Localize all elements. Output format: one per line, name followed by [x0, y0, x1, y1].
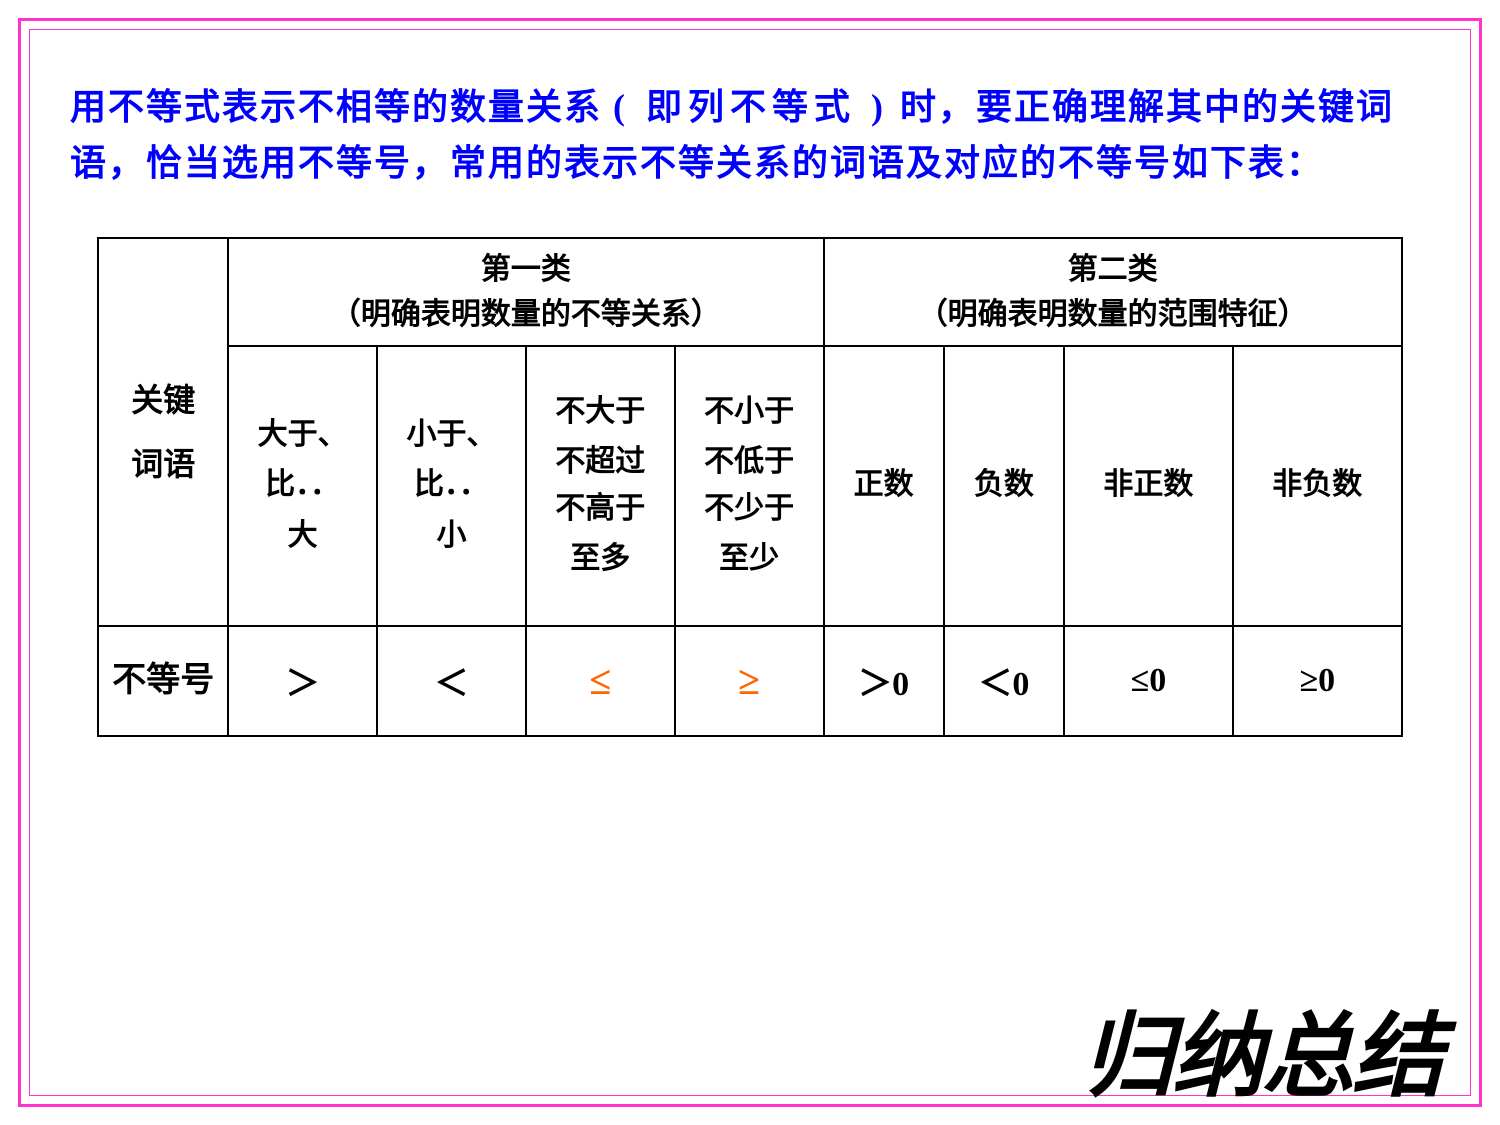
header-row: 关键 词语 第一类 （明确表明数量的不等关系） 第二类 （明确表明数量的范围特征…: [98, 238, 1402, 346]
kw-cell-6: 负数: [944, 346, 1064, 626]
kw-cell-8: 非负数: [1233, 346, 1402, 626]
intro-paragraph: 用不等式表示不相等的数量关系 ( 即列不等式 ) 时，要正确理解其中的关键词语，…: [70, 80, 1430, 192]
category2-header: 第二类 （明确表明数量的范围特征）: [824, 238, 1402, 346]
sym-cell-2: ＜: [377, 626, 526, 736]
row-header-keywords: 关键 词语: [98, 238, 228, 626]
outer-frame: 用不等式表示不相等的数量关系 ( 即列不等式 ) 时，要正确理解其中的关键词语，…: [18, 18, 1482, 1107]
rh1-l1: 关键: [131, 382, 195, 418]
intro-part1: 用不等式表示不相等的数量关系: [70, 87, 602, 127]
cat2-l2: （明确表明数量的范围特征）: [918, 298, 1308, 331]
inequality-table: 关键 词语 第一类 （明确表明数量的不等关系） 第二类 （明确表明数量的范围特征…: [97, 237, 1403, 737]
symbols-row: 不等号 ＞ ＜ ≤ ≥ ＞0 ＜0 ≤0 ≥0: [98, 626, 1402, 736]
kw-cell-7: 非正数: [1064, 346, 1233, 626]
category1-header: 第一类 （明确表明数量的不等关系）: [228, 238, 823, 346]
kw4-text: 不小于 不低于 不少于 至少: [682, 389, 817, 583]
inner-frame: 用不等式表示不相等的数量关系 ( 即列不等式 ) 时，要正确理解其中的关键词语，…: [29, 29, 1471, 1096]
kw1-text: 大于、 比．． 大: [235, 412, 370, 560]
keywords-row: 大于、 比．． 大 小于、 比．． 小 不大于 不超过 不高于: [98, 346, 1402, 626]
cat1-l1: 第一类: [481, 253, 571, 286]
sym-cell-1: ＞: [228, 626, 377, 736]
kw-cell-5: 正数: [824, 346, 944, 626]
sym-cell-8: ≥0: [1233, 626, 1402, 736]
sym-cell-3: ≤: [526, 626, 675, 736]
kw-cell-2: 小于、 比．． 小: [377, 346, 526, 626]
kw3-text: 不大于 不超过 不高于 至多: [533, 389, 668, 583]
sym-cell-5: ＞0: [824, 626, 944, 736]
kw-cell-3: 不大于 不超过 不高于 至多: [526, 346, 675, 626]
sym-cell-7: ≤0: [1064, 626, 1233, 736]
sym-cell-4: ≥: [675, 626, 824, 736]
kw-cell-1: 大于、 比．． 大: [228, 346, 377, 626]
rh1-l2: 词语: [131, 446, 195, 482]
intro-paren: ( 即列不等式 ): [613, 87, 889, 127]
row-header-symbols: 不等号: [98, 626, 228, 736]
kw-cell-4: 不小于 不低于 不少于 至少: [675, 346, 824, 626]
sym-cell-6: ＜0: [944, 626, 1064, 736]
summary-label: 归纳总结: [1082, 1011, 1442, 1103]
cat1-l2: （明确表明数量的不等关系）: [331, 298, 721, 331]
cat2-l1: 第二类: [1068, 253, 1158, 286]
kw2-text: 小于、 比．． 小: [384, 412, 519, 560]
